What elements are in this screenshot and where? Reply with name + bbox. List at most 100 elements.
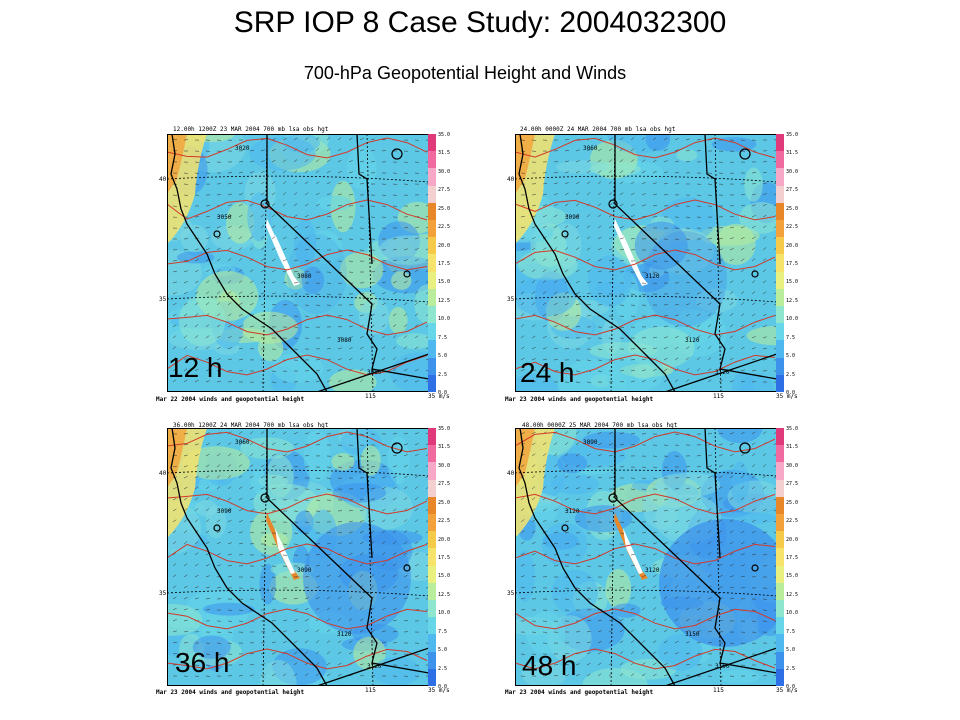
borders xyxy=(170,134,429,392)
colorbar-tick-label: 17.5 xyxy=(786,555,799,561)
wind-vector xyxy=(304,260,309,262)
wind-vector xyxy=(304,226,309,229)
wind-vector xyxy=(370,641,375,644)
wind-vector xyxy=(597,641,602,644)
wind-vector xyxy=(194,269,199,273)
wind-vector xyxy=(564,150,569,152)
wind-vector xyxy=(652,542,657,545)
wind-vector xyxy=(370,282,375,284)
colorbar-tick-label: 35.0 xyxy=(786,132,799,138)
wind-vector xyxy=(172,530,177,534)
wind-vector xyxy=(575,464,580,468)
wind-vector xyxy=(773,337,777,339)
wind-vector xyxy=(762,214,767,218)
wind-vector xyxy=(205,237,210,240)
wind-vector xyxy=(663,542,668,545)
wind-vector xyxy=(762,359,767,361)
wind-vector xyxy=(729,269,734,273)
wind-vector xyxy=(542,313,547,317)
wind-vector xyxy=(641,543,646,545)
wind-vector xyxy=(425,358,429,361)
height-contour xyxy=(515,543,776,565)
wind-vector xyxy=(619,192,624,196)
wind-vector xyxy=(674,674,679,677)
wind-vector xyxy=(238,325,243,328)
wind-vector xyxy=(414,369,419,372)
wind-vector xyxy=(729,258,734,262)
wind-vector xyxy=(227,508,232,512)
wind-vector xyxy=(172,379,177,383)
wind-vector xyxy=(216,453,221,457)
colorbar-tick-label: 27.5 xyxy=(786,481,799,488)
wind-vector xyxy=(414,530,419,534)
wind-vector xyxy=(271,499,276,501)
wind-vector xyxy=(564,486,569,490)
wind-vector xyxy=(315,586,320,589)
wind-vector xyxy=(238,336,243,339)
wind-vector xyxy=(564,291,569,295)
wind-vector xyxy=(238,291,243,295)
wind-vector xyxy=(172,563,177,567)
speed-shading xyxy=(396,333,429,349)
wind-vector xyxy=(183,281,188,284)
wind-vector xyxy=(414,519,419,523)
wind-vector xyxy=(564,269,569,273)
wind-vector xyxy=(282,170,287,174)
wind-vector xyxy=(718,563,723,567)
wind-vector xyxy=(696,368,701,372)
wind-vector xyxy=(392,368,397,372)
height-contour xyxy=(515,199,776,221)
wind-vector xyxy=(370,530,375,534)
wind-vector xyxy=(359,138,364,141)
wind-vector xyxy=(337,193,342,196)
wind-vector xyxy=(304,651,309,655)
wind-vector xyxy=(531,380,536,383)
contour-label: 3090 xyxy=(217,508,232,515)
wind-vector xyxy=(652,662,657,666)
wind-vector xyxy=(652,521,657,523)
wind-vector xyxy=(337,148,342,152)
wind-vector xyxy=(348,315,353,317)
lat-label: 35 xyxy=(159,590,167,597)
speed-shading xyxy=(605,569,632,609)
wind-vector xyxy=(238,302,243,306)
wind-vector xyxy=(586,620,591,622)
height-contour xyxy=(167,431,428,453)
wind-vector xyxy=(249,464,254,468)
wind-vector xyxy=(227,347,232,350)
wind-vector xyxy=(685,292,690,295)
wind-vector xyxy=(183,346,188,350)
wind-vector xyxy=(773,160,777,163)
terrain-mask xyxy=(623,234,643,280)
wind-vector xyxy=(194,541,199,545)
wind-vector xyxy=(575,326,580,328)
low-wind-region xyxy=(287,234,347,314)
reference-vector-label: 35 m/s xyxy=(428,393,450,400)
wind-vector xyxy=(348,618,353,622)
wind-vector xyxy=(718,497,723,501)
colorbar-tick-label: 12.5 xyxy=(786,297,799,304)
wind-vector xyxy=(183,563,188,567)
wind-vector xyxy=(652,618,657,622)
wind-vector xyxy=(249,303,254,306)
wind-vector xyxy=(359,498,364,501)
wind-vector xyxy=(652,347,657,350)
wind-vector xyxy=(304,455,309,457)
wind-vector xyxy=(586,192,591,196)
wind-vector xyxy=(337,629,342,633)
wind-vector xyxy=(663,574,668,578)
wind-vector xyxy=(542,370,547,372)
wind-vector xyxy=(238,359,243,361)
wind-vector xyxy=(326,380,331,383)
wind-vector xyxy=(359,530,364,534)
wind-vector xyxy=(619,159,624,163)
wind-vector xyxy=(630,204,635,207)
wind-vector xyxy=(542,347,547,350)
wind-vector xyxy=(304,618,309,622)
wind-vector xyxy=(674,325,679,328)
wind-vector xyxy=(359,379,364,383)
wind-vector xyxy=(249,150,254,152)
height-contour xyxy=(515,354,776,376)
wind-vector xyxy=(641,640,646,644)
colorbar-tick-label: 27.5 xyxy=(786,187,799,194)
